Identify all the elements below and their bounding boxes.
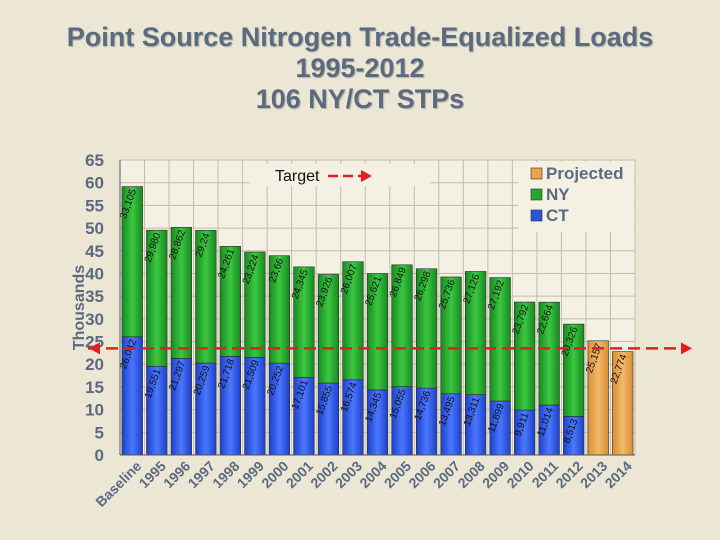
target-arrow-right <box>681 342 692 355</box>
title-line-1: Point Source Nitrogen Trade-Equalized Lo… <box>66 22 654 52</box>
y-tick-label: 30 <box>85 310 104 329</box>
x-tick-label: 2002 <box>307 458 340 491</box>
x-tick-label: 2005 <box>381 458 414 491</box>
bar-ny <box>317 274 340 384</box>
y-tick-label: 50 <box>85 219 104 238</box>
x-tick-label: 1997 <box>185 458 218 491</box>
x-tick-label: 1996 <box>160 458 193 491</box>
x-tick-label: 2006 <box>405 458 438 491</box>
x-tick-label: 2014 <box>602 458 635 491</box>
bar-ny <box>391 264 413 387</box>
legend-label-ny: NY <box>546 185 570 204</box>
x-tick-label: 2001 <box>283 458 316 491</box>
target-arrow-left <box>89 342 100 355</box>
x-tick-label: 2008 <box>454 458 487 491</box>
x-tick-label: 1999 <box>234 458 267 491</box>
bar-ny <box>121 186 143 338</box>
bar-ny <box>146 229 168 367</box>
bar-ny <box>440 276 462 395</box>
x-tick-label: Baseline <box>92 458 144 510</box>
x-tick-label: 2010 <box>503 458 536 491</box>
y-tick-label: 65 <box>85 151 104 170</box>
y-tick-label: 15 <box>85 378 104 397</box>
target-legend-arrow <box>361 170 372 182</box>
target-label: Target <box>275 168 320 185</box>
bar-ny <box>489 277 511 402</box>
x-tick-label: 2003 <box>332 458 365 491</box>
y-tick-label: 40 <box>85 264 104 283</box>
x-tick-label: 2000 <box>258 458 291 491</box>
y-tick-label: 0 <box>95 446 104 465</box>
x-tick-label: 1995 <box>136 458 169 491</box>
legend-swatch-ny <box>530 188 543 201</box>
legend-label-projected: Projected <box>546 164 623 183</box>
title-line-2: 1995-2012 <box>295 53 425 83</box>
y-tick-label: 55 <box>85 196 104 215</box>
x-tick-label: 2011 <box>528 458 561 491</box>
bar-ny <box>415 268 438 389</box>
y-axis-label: Thousands <box>71 265 88 350</box>
x-tick-label: 2012 <box>552 458 585 491</box>
y-tick-label: 60 <box>85 174 104 193</box>
chart-title: Point Source Nitrogen Trade-Equalized Lo… <box>0 22 720 115</box>
bar-ny <box>268 255 291 364</box>
bar-ny <box>195 230 217 364</box>
x-tick-label: 1998 <box>209 458 242 491</box>
bar-ny <box>538 301 560 406</box>
x-tick-label: 2013 <box>577 458 610 491</box>
x-tick-label: 2004 <box>356 458 389 491</box>
bar-ny <box>244 251 266 358</box>
legend-label-ct: CT <box>546 206 569 225</box>
y-tick-label: 20 <box>85 355 104 374</box>
bar-ny <box>514 301 536 411</box>
legend-swatch-ct <box>530 209 543 222</box>
y-tick-label: 10 <box>85 401 104 420</box>
x-tick-label: 2007 <box>430 458 463 491</box>
y-tick-label: 45 <box>85 242 104 261</box>
bar-ny <box>170 227 192 359</box>
x-tick-label: 2009 <box>479 458 512 491</box>
bar-ny <box>293 266 315 378</box>
legend-swatch-projected <box>530 167 543 180</box>
y-tick-label: 35 <box>85 287 104 306</box>
target-label-bg <box>250 164 430 186</box>
bar-ny <box>342 261 364 381</box>
y-tick-label: 5 <box>95 423 104 442</box>
title-line-3: 106 NY/CT STPs <box>255 84 465 114</box>
bar-ny <box>464 271 487 395</box>
bar-ny <box>219 246 241 357</box>
bar-ny <box>366 273 389 391</box>
